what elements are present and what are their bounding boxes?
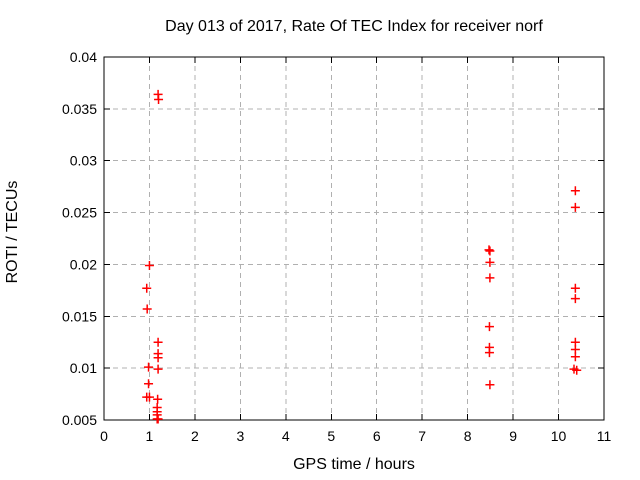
data-point-marker bbox=[484, 245, 494, 255]
x-tick-label: 8 bbox=[464, 428, 472, 444]
data-point-marker bbox=[153, 353, 163, 363]
x-axis-label: GPS time / hours bbox=[293, 456, 415, 473]
data-point-marker bbox=[485, 257, 495, 267]
data-point-marker bbox=[570, 186, 580, 196]
data-point-marker bbox=[144, 362, 154, 372]
y-tick-label: 0.005 bbox=[62, 412, 97, 428]
data-point-marker bbox=[154, 95, 164, 105]
y-tick-label: 0.04 bbox=[70, 49, 97, 65]
x-tick-label: 6 bbox=[373, 428, 381, 444]
x-tick-label: 7 bbox=[418, 428, 426, 444]
y-tick-label: 0.015 bbox=[62, 308, 97, 324]
data-point-marker bbox=[144, 379, 154, 389]
y-axis-label: ROTI / TECUs bbox=[4, 181, 21, 284]
x-tick-label: 4 bbox=[282, 428, 290, 444]
data-point-marker bbox=[142, 304, 152, 314]
x-tick-label: 10 bbox=[551, 428, 567, 444]
x-tick-label: 11 bbox=[597, 428, 612, 444]
y-tick-label: 0.025 bbox=[62, 205, 97, 221]
data-point-marker bbox=[153, 394, 163, 404]
chart-title: Day 013 of 2017, Rate Of TEC Index for r… bbox=[165, 18, 543, 35]
data-point-marker bbox=[570, 283, 580, 293]
data-point-marker bbox=[485, 380, 495, 390]
data-point-marker bbox=[484, 348, 494, 358]
x-tick-label: 2 bbox=[191, 428, 199, 444]
plot-border bbox=[103, 56, 605, 421]
data-point-marker bbox=[144, 260, 154, 270]
x-tick-label: 3 bbox=[236, 428, 244, 444]
y-tick-label: 0.03 bbox=[70, 153, 97, 169]
data-point-marker bbox=[153, 414, 163, 424]
data-point-marker bbox=[572, 365, 582, 375]
data-point-marker bbox=[153, 337, 163, 347]
data-point-marker bbox=[153, 364, 163, 374]
x-tick-label: 5 bbox=[327, 428, 335, 444]
data-point-marker bbox=[485, 273, 495, 283]
y-tick-label: 0.01 bbox=[70, 360, 97, 376]
data-point-marker bbox=[570, 294, 580, 304]
data-point-marker bbox=[485, 246, 495, 256]
y-tick-label: 0.02 bbox=[70, 256, 97, 272]
y-tick-label: 0.035 bbox=[62, 101, 97, 117]
data-point-marker bbox=[484, 322, 494, 332]
data-point-marker bbox=[144, 392, 154, 402]
data-point-marker bbox=[142, 283, 152, 293]
x-tick-label: 1 bbox=[146, 428, 154, 444]
x-tick-label: 0 bbox=[100, 428, 108, 444]
data-point-marker bbox=[570, 352, 580, 362]
x-tick-label: 9 bbox=[509, 428, 517, 444]
plot-content: 0 1 2 3 4 5 6 7 8 9 10 11 0.005 0.01 0.015 0.02 0.025 0.0… bbox=[62, 49, 612, 444]
data-point-marker bbox=[570, 202, 580, 212]
